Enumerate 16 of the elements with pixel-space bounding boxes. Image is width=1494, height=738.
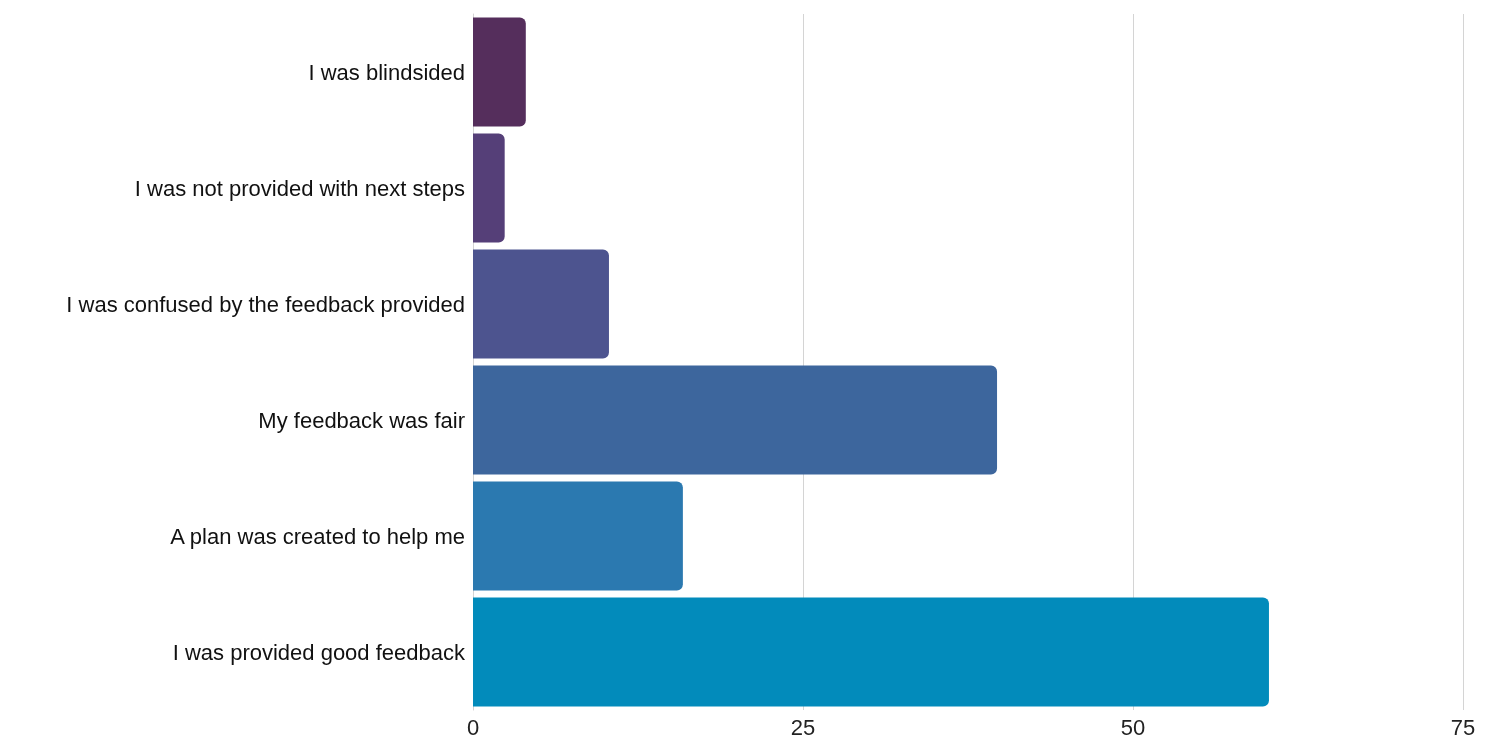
bar bbox=[473, 597, 1269, 707]
y-tick-label: A plan was created to help me bbox=[170, 523, 465, 549]
bar bbox=[473, 249, 609, 359]
x-tick-label: 25 bbox=[790, 714, 816, 738]
bar bbox=[473, 133, 505, 243]
bar bbox=[473, 481, 683, 591]
x-tick-label: 50 bbox=[1120, 714, 1146, 738]
y-tick-label: I was not provided with next steps bbox=[134, 175, 465, 201]
y-tick-label: I was provided good feedback bbox=[172, 639, 466, 665]
y-tick-label: My feedback was fair bbox=[258, 407, 465, 433]
x-tick-label: 0 bbox=[466, 714, 480, 738]
y-tick-label: I was blindsided bbox=[308, 59, 465, 85]
bar bbox=[473, 17, 526, 127]
x-tick-label: 75 bbox=[1450, 714, 1476, 738]
y-tick-label: I was confused by the feedback provided bbox=[66, 291, 465, 317]
bar bbox=[473, 365, 998, 475]
